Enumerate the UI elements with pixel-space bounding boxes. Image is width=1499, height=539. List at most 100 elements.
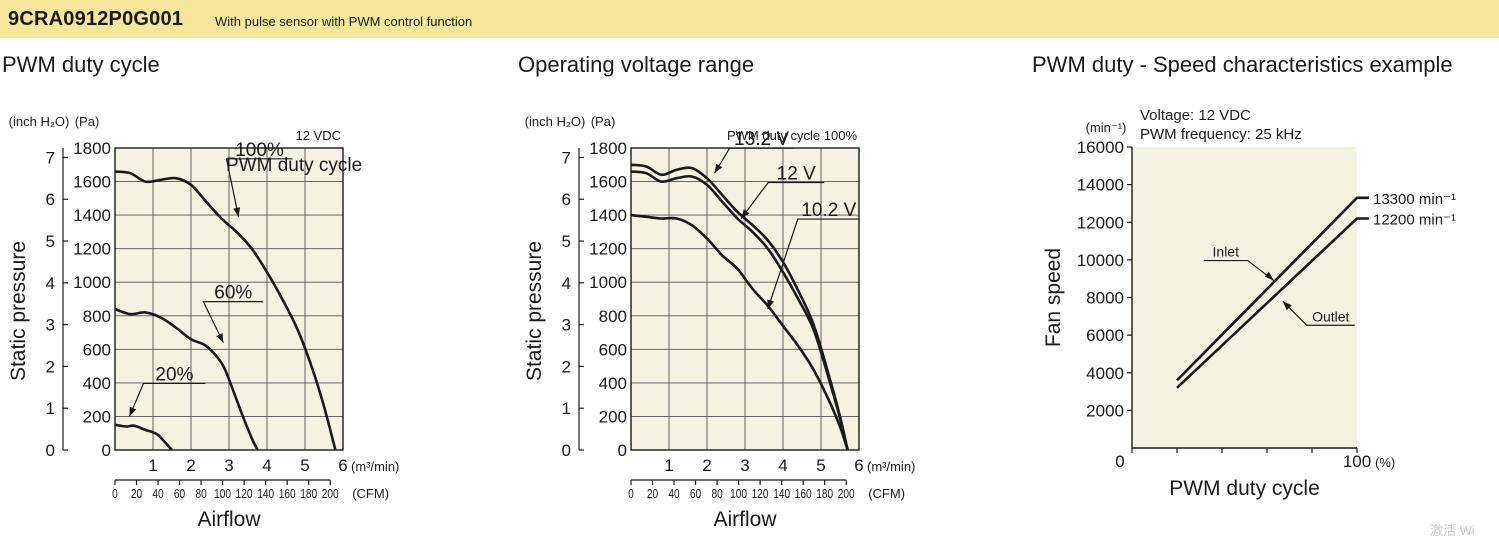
y-axis-title: Static pressure xyxy=(523,241,546,381)
x-tick-label: 1 xyxy=(148,456,157,475)
x-unit-label: (%) xyxy=(1375,455,1395,470)
callout-arrowhead xyxy=(216,332,224,343)
y2-tick-label: 0 xyxy=(46,441,55,460)
series-line-2 xyxy=(114,307,259,451)
x2-tick-label: 60 xyxy=(690,487,702,501)
x2-tick-label: 140 xyxy=(257,487,274,501)
y-tick-label: 1400 xyxy=(589,206,627,225)
x2-tick-label: 0 xyxy=(628,487,634,501)
x2-tick-label: 20 xyxy=(131,487,143,501)
series-line-outlet xyxy=(1176,217,1369,389)
x-tick-label: 4 xyxy=(778,456,787,475)
plot-frame xyxy=(114,147,344,451)
condition-voltage: Voltage: 12 VDC xyxy=(1140,107,1251,124)
y-tick-label: 1600 xyxy=(73,173,111,192)
x-tick-label: 5 xyxy=(300,456,309,475)
series-line-inlet xyxy=(1176,196,1369,382)
callout-leader xyxy=(128,382,206,417)
x2-tick-label: 100 xyxy=(214,487,231,501)
series-line-3 xyxy=(114,423,173,451)
y-tick-label: 10000 xyxy=(1077,251,1124,270)
x-tick-label: 4 xyxy=(262,456,271,475)
callout-leader-outlet xyxy=(1282,300,1355,326)
condition-label: 12 VDC xyxy=(295,128,341,143)
x2-tick-label: 160 xyxy=(795,487,812,501)
callout-arrowhead xyxy=(714,163,723,174)
y-unit-label: (Pa) xyxy=(75,114,100,129)
x2-tick-label: 20 xyxy=(647,487,659,501)
x-tick-label: 6 xyxy=(854,456,863,475)
y-tick-label: 4000 xyxy=(1086,364,1124,383)
y-axis-title: Fan speed xyxy=(1042,248,1065,347)
plot-area xyxy=(1132,147,1357,448)
operating-voltage-chart: 0200400600800100012001400160018000123456… xyxy=(523,114,915,531)
x-tick-label: 3 xyxy=(740,456,749,475)
x2-tick-label: 100 xyxy=(730,487,747,501)
y-tick-label: 1000 xyxy=(589,273,627,292)
y-tick-label: 600 xyxy=(599,340,627,359)
x-tick-label: 2 xyxy=(186,456,195,475)
y-tick-label: 1200 xyxy=(589,240,627,259)
series-label-102V: 10.2 V xyxy=(801,200,856,221)
y2-tick-label: 7 xyxy=(562,148,571,167)
callout-arrowhead-inlet xyxy=(1264,271,1274,281)
chart3-title: PWM duty - Speed characteristics example xyxy=(1032,52,1453,77)
x-tick-label: 6 xyxy=(338,456,347,475)
x2-tick-label: 80 xyxy=(195,487,207,501)
y-tick-label: 200 xyxy=(83,407,111,426)
y-tick-label: 1400 xyxy=(73,206,111,225)
y2-tick-label: 4 xyxy=(46,274,55,293)
speed-characteristics-chart: 2000 4000 6000 8000 10000 12000 14000 16000 0 100… xyxy=(1042,107,1456,500)
callout-leader xyxy=(202,301,264,343)
x-tick-label: 1 xyxy=(664,456,673,475)
model-description: With pulse sensor with PWM control funct… xyxy=(215,14,473,29)
y2-tick-label: 3 xyxy=(46,316,55,335)
end-label-outlet: 12200 min⁻¹ xyxy=(1373,211,1456,228)
y-tick-label: 16000 xyxy=(1077,138,1124,157)
callout-arrowhead xyxy=(129,406,137,417)
x-axis-title: PWM duty cycle xyxy=(1169,477,1320,500)
x-axis-title: Airflow xyxy=(197,508,261,531)
y-tick-label: 8000 xyxy=(1086,289,1124,308)
series-label-inlet: Inlet xyxy=(1213,244,1240,260)
callout-arrowhead xyxy=(741,209,750,219)
y2-tick-label: 2 xyxy=(562,357,571,376)
y-tick-label: 14000 xyxy=(1077,176,1124,195)
y2-tick-label: 1 xyxy=(46,399,55,418)
y-tick-label: 400 xyxy=(83,374,111,393)
x2-unit-label: (CFM) xyxy=(868,486,905,501)
x2-tick-label: 180 xyxy=(816,487,833,501)
callout-leader-inlet xyxy=(1203,259,1275,282)
y2-unit-label: (inch H₂O) xyxy=(9,114,70,129)
x2-tick-label: 60 xyxy=(174,487,186,501)
header-banner: 9CRA0912P0G001 With pulse sensor with PW… xyxy=(0,0,1499,38)
x-tick-label: 2 xyxy=(702,456,711,475)
callout-leader xyxy=(767,218,860,310)
x2-tick-label: 120 xyxy=(236,487,253,501)
x-tick-label: 5 xyxy=(816,456,825,475)
x2-tick-label: 0 xyxy=(112,487,118,501)
y-tick-label: 400 xyxy=(599,374,627,393)
y2-tick-label: 6 xyxy=(46,190,55,209)
callout-leader xyxy=(740,181,825,219)
x2-tick-label: 160 xyxy=(279,487,296,501)
callout-leader xyxy=(225,158,293,217)
y-tick-label: 800 xyxy=(599,307,627,326)
x2-unit-label: (CFM) xyxy=(352,486,389,501)
callout-arrowhead-outlet xyxy=(1282,301,1292,311)
y-unit-label: (min⁻¹) xyxy=(1086,120,1127,135)
watermark: 激活 Wi xyxy=(1430,523,1475,538)
y2-tick-label: 2 xyxy=(46,357,55,376)
callout-arrowhead xyxy=(233,207,241,217)
series-label-12V: 12 V xyxy=(777,163,816,184)
condition-frequency: PWM frequency: 25 kHz xyxy=(1140,126,1302,143)
y2-tick-label: 5 xyxy=(562,232,571,251)
y-unit-label: (Pa) xyxy=(591,114,616,129)
series-label-20: 20% xyxy=(155,364,193,385)
y-tick-label: 1600 xyxy=(589,173,627,192)
x2-tick-label: 40 xyxy=(668,487,680,501)
x-tick-label: 0 xyxy=(1115,452,1124,471)
x-tick-label: 3 xyxy=(224,456,233,475)
x-tick-label: 100 xyxy=(1343,452,1371,471)
y-tick-label: 2000 xyxy=(1086,401,1124,420)
